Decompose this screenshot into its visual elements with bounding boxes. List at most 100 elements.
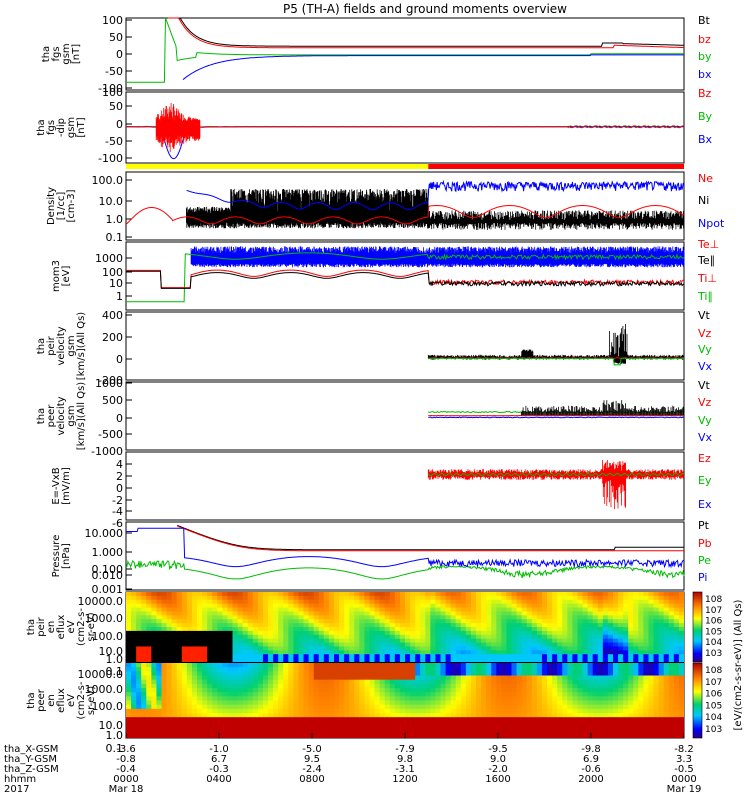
heatmap-cell <box>333 603 340 609</box>
vx-electron <box>428 416 685 419</box>
heatmap-cell <box>582 642 589 648</box>
heatmap-cell <box>516 729 523 735</box>
heatmap-cell <box>212 642 218 648</box>
heatmap-cell <box>181 675 188 681</box>
heatmap-cell <box>394 688 401 693</box>
heatmap-cell <box>186 700 193 706</box>
heatmap-cell <box>658 721 665 727</box>
heatmap-cell <box>136 688 142 693</box>
y-axis-label: (cm2-s- <box>76 681 87 719</box>
heatmap-cell <box>181 717 188 722</box>
heatmap-cell <box>511 704 518 710</box>
heatmap-cell <box>460 638 467 644</box>
heatmap-cell <box>455 627 462 632</box>
heatmap-cell <box>151 683 158 689</box>
heatmap-cell <box>516 700 523 706</box>
heatmap-cell <box>126 646 132 651</box>
heatmap-cell <box>293 708 300 714</box>
heatmap-cell <box>303 627 310 632</box>
heatmap-cell <box>293 623 300 628</box>
heatmap-cell <box>359 708 366 714</box>
heatmap-cell <box>191 627 198 632</box>
heatmap-cell <box>197 592 203 597</box>
heatmap-cell <box>623 688 629 693</box>
heatmap-cell <box>450 721 457 727</box>
heatmap-cell <box>491 700 497 706</box>
heatmap-cell <box>460 671 467 677</box>
heatmap-cell <box>379 630 386 636</box>
heatmap-cell <box>141 658 147 662</box>
heatmap-cell <box>415 667 421 672</box>
heatmap-cell <box>136 675 142 681</box>
heatmap-cell <box>359 679 366 685</box>
heatmap-cell <box>678 663 684 668</box>
heatmap-cell <box>303 700 310 706</box>
heatmap-cell <box>638 692 645 697</box>
heatmap-cell <box>262 592 269 597</box>
heatmap-cell <box>410 671 416 677</box>
heatmap-cell <box>516 599 523 605</box>
heatmap-cell <box>577 654 584 659</box>
y-tick-label: 100 <box>102 86 123 99</box>
heatmap-cell <box>511 615 518 620</box>
heatmap-cell <box>425 603 431 609</box>
heatmap-cell <box>232 725 239 731</box>
heatmap-cell <box>257 700 264 706</box>
heatmap-cell <box>587 654 594 659</box>
heatmap-cell <box>547 688 553 693</box>
heatmap-cell <box>308 592 315 597</box>
heatmap-cell <box>445 721 452 727</box>
heatmap-cell <box>405 688 411 693</box>
heatmap-cell <box>455 595 462 601</box>
heatmap-cell <box>318 688 325 693</box>
heatmap-cell <box>293 696 300 702</box>
heatmap-cell <box>521 630 528 636</box>
heatmap-cell <box>663 721 670 727</box>
heatmap-cell <box>643 642 650 648</box>
heatmap-cell <box>349 627 355 632</box>
heatmap-cell <box>237 615 244 620</box>
heatmap-cell <box>501 721 508 727</box>
heatmap-cell <box>435 717 442 722</box>
heatmap-cell <box>364 634 371 640</box>
heatmap-cell <box>526 630 533 636</box>
y-tick-label: 0 <box>116 353 123 366</box>
heatmap-cell <box>678 630 684 636</box>
heatmap-cell <box>658 663 665 668</box>
heatmap-cell <box>668 642 675 648</box>
heatmap-cell <box>207 650 213 655</box>
heatmap-cell <box>465 650 472 655</box>
heatmap-cell <box>252 696 259 702</box>
heatmap-cell <box>460 667 467 672</box>
heatmap-cell <box>131 592 137 597</box>
heatmap-cell <box>207 615 213 620</box>
heatmap-cell <box>293 595 300 601</box>
heatmap-cell <box>410 642 416 648</box>
heatmap-cell <box>541 704 548 710</box>
heatmap-cell <box>242 634 249 640</box>
heatmap-cell <box>582 623 589 628</box>
heatmap-cell <box>298 607 305 613</box>
heatmap-cell <box>435 663 442 668</box>
heatmap-cell <box>577 683 584 689</box>
heatmap-cell <box>389 627 396 632</box>
heatmap-cell <box>643 654 650 659</box>
heatmap-cell <box>303 708 310 714</box>
heatmap-cell <box>470 634 477 640</box>
heatmap-cell <box>318 627 325 632</box>
heatmap-cell <box>399 708 406 714</box>
heatmap-cell <box>430 592 437 597</box>
heatmap-cell <box>410 692 416 697</box>
heatmap-cell <box>460 700 467 706</box>
heatmap-cell <box>577 733 584 738</box>
heatmap-cell <box>526 642 533 648</box>
heatmap-cell <box>491 634 497 640</box>
heatmap-cell <box>161 663 168 668</box>
heatmap-cell <box>242 646 249 651</box>
heatmap-cell <box>364 615 371 620</box>
heatmap-cell <box>227 654 234 659</box>
heatmap-cell <box>501 688 508 693</box>
heatmap-cell <box>536 671 543 677</box>
heatmap-cell <box>653 663 660 668</box>
heatmap-cell <box>247 630 254 636</box>
